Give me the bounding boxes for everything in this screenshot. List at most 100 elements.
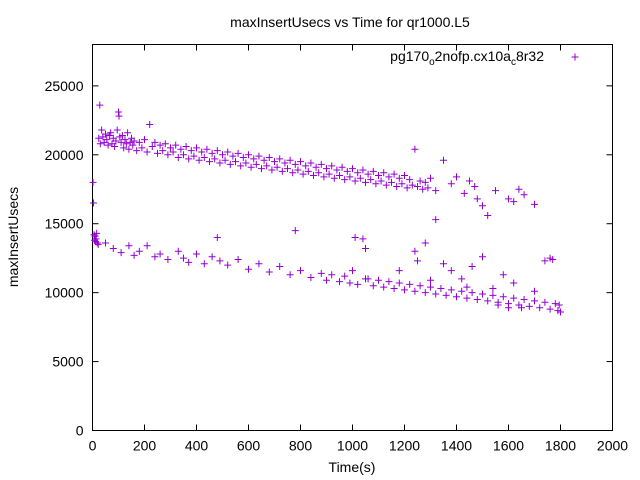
data-point	[427, 283, 434, 291]
data-point	[135, 247, 143, 255]
data-point	[211, 155, 219, 163]
data-point	[151, 138, 159, 146]
data-point	[372, 180, 380, 188]
data-point	[351, 177, 359, 185]
data-point	[148, 143, 156, 151]
data-point	[115, 108, 122, 116]
data-point	[341, 272, 349, 280]
data-point	[336, 278, 343, 286]
data-point	[414, 182, 421, 190]
data-point	[479, 202, 486, 210]
data-point	[458, 287, 466, 295]
data-point	[453, 293, 460, 301]
data-point	[263, 162, 271, 170]
data-point	[115, 112, 123, 120]
legend-label: pg170o2nofp.cx10ac8r32	[390, 48, 544, 68]
data-point	[510, 294, 518, 302]
data-point	[151, 253, 159, 261]
data-point	[551, 300, 559, 308]
data-point	[125, 242, 133, 250]
data-point	[458, 275, 466, 283]
data-point	[130, 137, 138, 145]
data-point	[338, 163, 346, 171]
x-tick-label: 600	[237, 438, 261, 454]
y-tick-label: 25000	[45, 78, 84, 94]
data-point	[213, 234, 221, 241]
data-point	[146, 120, 154, 128]
data-point	[239, 154, 247, 162]
data-point	[424, 184, 432, 192]
data-point	[273, 163, 281, 171]
data-point	[216, 159, 224, 167]
data-point	[499, 293, 507, 301]
y-axis-label: maxInsertUsecs	[5, 187, 21, 287]
data-point	[130, 251, 138, 259]
x-tick-label: 2000	[597, 438, 628, 454]
data-point	[299, 170, 307, 178]
data-point	[541, 257, 549, 265]
data-point	[221, 156, 229, 164]
data-point	[440, 156, 447, 164]
data-point	[427, 276, 434, 284]
data-point	[143, 242, 151, 250]
data-point	[432, 216, 440, 224]
data-point	[411, 287, 419, 295]
data-point	[156, 141, 164, 149]
data-point	[333, 166, 341, 174]
data-point	[473, 195, 481, 203]
data-point	[200, 154, 208, 162]
data-point	[359, 235, 367, 243]
x-tick-label: 800	[289, 438, 313, 454]
data-point	[167, 144, 174, 152]
data-point	[95, 134, 103, 142]
data-point	[354, 280, 362, 288]
data-point	[390, 285, 398, 293]
data-point	[193, 250, 200, 258]
data-point	[94, 240, 102, 248]
data-point	[98, 126, 106, 134]
data-point	[242, 159, 250, 167]
data-point	[250, 155, 258, 163]
data-point	[505, 195, 512, 203]
data-point	[440, 260, 447, 268]
data-point	[245, 151, 252, 159]
data-point	[255, 260, 263, 268]
data-point	[297, 158, 304, 166]
data-point	[385, 173, 393, 181]
legend-part: 2nofp.cx10a	[435, 48, 511, 64]
data-point	[118, 131, 126, 139]
data-point	[232, 158, 239, 166]
data-point	[494, 301, 502, 309]
data-point	[92, 235, 100, 243]
data-point	[258, 165, 265, 173]
data-point	[359, 166, 367, 174]
data-point	[161, 140, 169, 148]
data-point	[549, 256, 557, 264]
data-point	[349, 267, 356, 275]
data-point	[93, 229, 101, 237]
data-point	[468, 289, 476, 297]
data-point	[447, 180, 455, 188]
data-point	[198, 148, 206, 156]
x-tick-label: 1800	[545, 438, 576, 454]
x-axis-label: Time(s)	[329, 459, 376, 475]
data-point	[113, 126, 121, 134]
data-point	[291, 227, 299, 235]
data-point	[143, 148, 151, 156]
data-point	[260, 156, 268, 164]
data-point	[541, 298, 549, 306]
data-point	[174, 247, 182, 255]
data-point	[104, 141, 112, 149]
data-point	[226, 160, 234, 168]
data-point	[213, 147, 221, 155]
data-point	[109, 245, 117, 253]
data-point	[408, 181, 416, 189]
data-point	[362, 275, 369, 283]
data-point	[466, 177, 473, 185]
data-point	[193, 144, 200, 152]
data-point	[185, 258, 193, 266]
data-point	[489, 291, 497, 299]
data-point	[102, 239, 109, 247]
data-point	[518, 304, 525, 312]
